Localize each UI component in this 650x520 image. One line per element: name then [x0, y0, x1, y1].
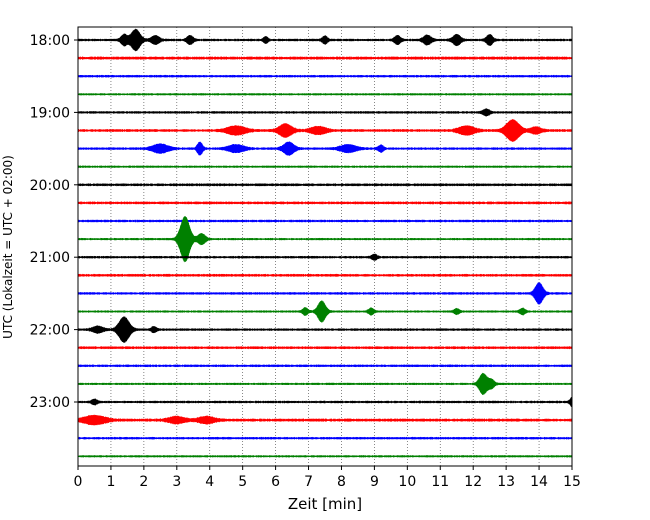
- y-tick-label: 18:00: [30, 33, 70, 49]
- seismogram-trace-2230: [77, 364, 573, 368]
- seismogram-trace-1845: [77, 93, 573, 96]
- seismogram-trace-1900: [77, 108, 573, 117]
- x-tick-label: 5: [238, 474, 247, 490]
- seismogram-trace-2145: [77, 300, 573, 323]
- x-tick-label: 0: [74, 474, 83, 490]
- seismogram-trace-1930: [77, 141, 573, 156]
- seismogram-trace-2115: [77, 273, 573, 277]
- seismogram-trace-2000: [77, 183, 573, 187]
- x-tick-label: 7: [304, 474, 313, 490]
- seismogram-trace-1800: [77, 28, 573, 52]
- seismogram-trace-2245: [77, 372, 573, 395]
- y-tick-label: 23:00: [30, 395, 70, 411]
- x-tick-label: 9: [370, 474, 379, 490]
- seismogram-trace-2330: [77, 436, 573, 440]
- seismogram-trace-2015: [77, 201, 573, 205]
- seismogram-trace-2215: [77, 346, 573, 350]
- y-tick-label: 22:00: [30, 323, 70, 339]
- seismogram-trace-2315: [77, 414, 573, 426]
- x-tick-label: 1: [106, 474, 115, 490]
- grid-lines: [110, 27, 540, 466]
- seismogram-trace-1830: [77, 74, 573, 78]
- seismogram-traces: [77, 28, 573, 458]
- plot-background: [78, 27, 572, 466]
- seismogram-trace-2200: [77, 316, 573, 343]
- y-axis-ticks: 18:00 19:00 20:00 21:00 22:00 23:00: [30, 33, 78, 411]
- y-tick-label: 19:00: [30, 105, 70, 121]
- seismogram-trace-2300: [77, 396, 573, 408]
- x-tick-label: 14: [530, 474, 548, 490]
- seismogram-trace-2030: [77, 219, 573, 223]
- seismogram-trace-2345: [77, 455, 573, 458]
- y-tick-label: 20:00: [30, 178, 70, 194]
- x-tick-label: 3: [172, 474, 181, 490]
- seismogram-trace-1915: [77, 119, 573, 142]
- seismogram-trace-1945: [77, 165, 573, 168]
- seismogram-trace-2045: [77, 216, 573, 263]
- y-tick-label: 21:00: [30, 250, 70, 266]
- x-tick-label: 11: [431, 474, 449, 490]
- x-tick-label: 4: [205, 474, 214, 490]
- seismogram-trace-1815: [77, 56, 573, 60]
- x-tick-label: 10: [398, 474, 416, 490]
- x-axis-label: Zeit [min]: [288, 495, 362, 513]
- seismogram-trace-2100: [77, 253, 573, 261]
- x-tick-label: 12: [464, 474, 482, 490]
- seismogram-trace-2130: [77, 282, 573, 305]
- plot-frame: [77, 26, 573, 467]
- x-tick-label: 2: [139, 474, 148, 490]
- x-tick-label: 6: [271, 474, 280, 490]
- x-tick-label: 13: [497, 474, 515, 490]
- x-tick-label: 15: [563, 474, 581, 490]
- x-axis-ticks: 0 1 2 3 4 5 6 7 8 9 10 11 12 13 14 15: [74, 466, 581, 490]
- x-tick-label: 8: [337, 474, 346, 490]
- y-axis-label: UTC (Lokalzeit = UTC + 02:00): [1, 155, 15, 339]
